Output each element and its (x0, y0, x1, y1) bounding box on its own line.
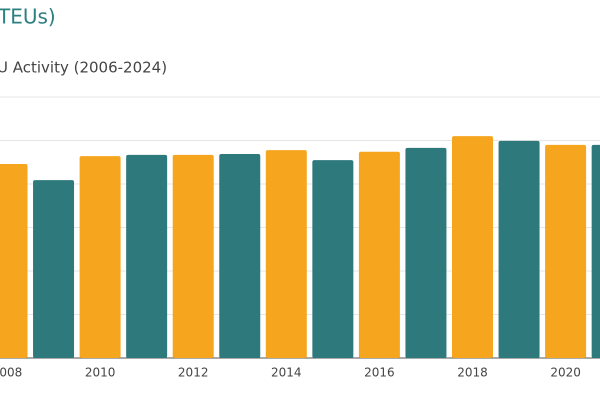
bar (126, 154, 168, 358)
bar (498, 140, 540, 358)
x-tick-label: 2010 (85, 366, 116, 380)
bar (79, 156, 121, 358)
bar (452, 136, 493, 358)
x-tick-label: 2018 (457, 366, 488, 380)
bar (591, 144, 600, 358)
bar (405, 147, 447, 358)
chart-subtitle: U Activity (2006-2024) (0, 59, 167, 77)
bar (312, 160, 354, 358)
x-tick-label: 2008 (0, 366, 22, 380)
x-tick-label: 2012 (178, 366, 209, 380)
bar (358, 151, 400, 358)
bar (265, 150, 307, 358)
bar (0, 163, 28, 358)
x-tick-label: 2020 (550, 366, 581, 380)
x-tick-label: 2014 (271, 366, 302, 380)
bar (172, 154, 214, 358)
x-tick-label: 2016 (364, 366, 395, 380)
chart-title: TEUs) (0, 5, 56, 29)
bar (33, 180, 75, 358)
bar (219, 153, 261, 358)
bar (545, 144, 587, 358)
